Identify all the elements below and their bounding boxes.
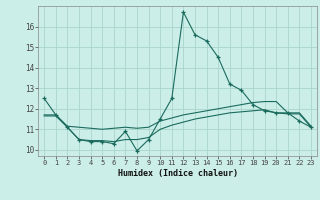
X-axis label: Humidex (Indice chaleur): Humidex (Indice chaleur) [118,169,238,178]
